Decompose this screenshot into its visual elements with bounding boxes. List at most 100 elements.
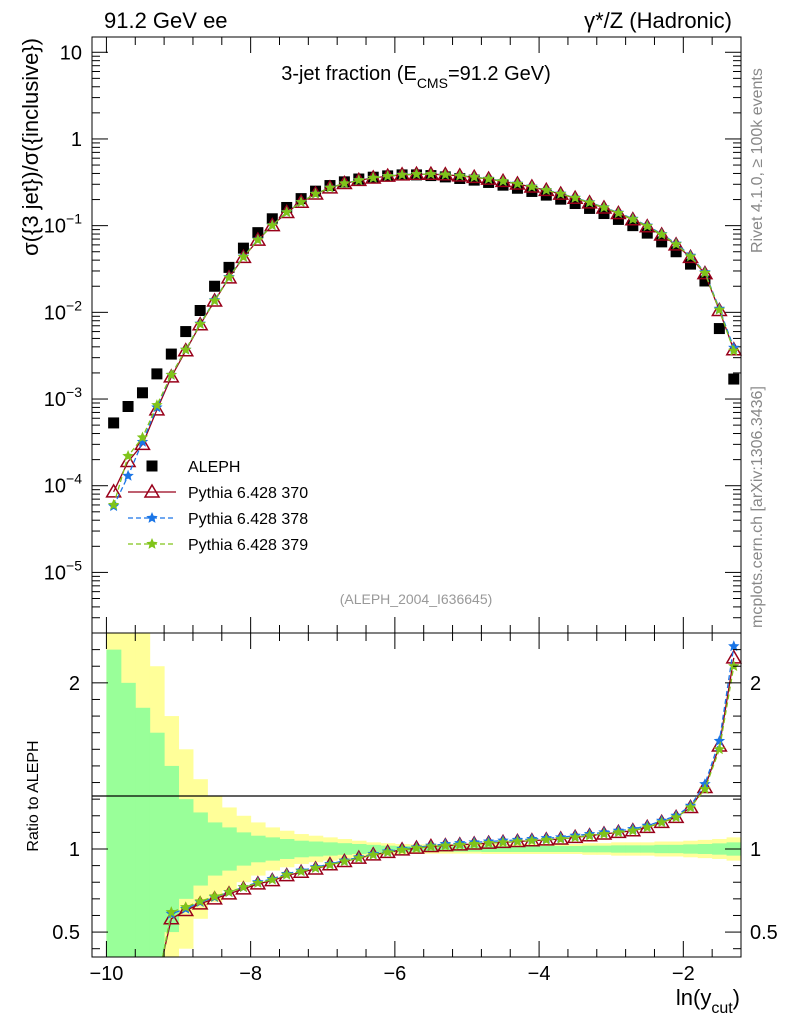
data-point-p379 [583, 196, 596, 208]
data-point-p370 [119, 453, 137, 468]
legend-item-p378: Pythia 6.428 378 [128, 511, 308, 528]
band-green [567, 846, 583, 852]
ratio-y-axis-label: Ratio to ALEPH [25, 740, 42, 851]
x-tick-label: −6 [383, 963, 406, 985]
ratio-point-p379 [439, 839, 452, 851]
ratio-point-p379 [569, 831, 581, 843]
band-green [351, 844, 367, 854]
data-point-p379 [165, 368, 177, 380]
data-point-p379 [612, 207, 625, 218]
ratio-point-p379 [266, 873, 278, 885]
ratio-point-p379 [555, 833, 567, 844]
ratio-point-p370 [696, 779, 714, 794]
data-point-p379 [252, 233, 264, 245]
data-point-aleph [670, 246, 682, 258]
data-point-aleph [180, 326, 192, 338]
data-point-p379 [598, 201, 610, 213]
ratio-y-tick-label-right: 2 [750, 673, 761, 695]
band-green [106, 649, 122, 957]
band-green [207, 822, 223, 876]
data-point-p379 [151, 399, 163, 410]
legend-label: Pythia 6.428 379 [188, 537, 308, 554]
data-point-aleph [209, 280, 221, 292]
chart-title: 3-jet fraction (ECMS=91.2 GeV) [281, 63, 551, 91]
ratio-point-p379 [309, 862, 322, 873]
band-green [596, 845, 612, 853]
data-point-p379 [684, 250, 697, 262]
band-green [337, 843, 353, 855]
band-green [164, 765, 180, 933]
band-green [539, 846, 555, 852]
ratio-point-p370 [177, 901, 195, 917]
band-green [495, 846, 511, 852]
data-point-p379 [656, 228, 668, 240]
data-point-p379 [425, 168, 437, 179]
ratio-series-p379 [162, 660, 740, 958]
data-point-p370 [163, 368, 180, 383]
legend-marker [146, 512, 158, 523]
data-point-p370 [134, 435, 151, 451]
ratio-point-p378 [728, 640, 740, 652]
band-green [611, 845, 627, 853]
ratio-point-p370 [220, 885, 238, 900]
x-tick-label: −10 [89, 963, 123, 985]
ratio-line-p379 [162, 666, 735, 958]
data-point-p379 [468, 171, 480, 182]
data-point-p379 [627, 213, 639, 225]
ratio-line-p378 [162, 646, 735, 958]
data-point-p379 [728, 344, 740, 356]
x-tick-label: −8 [239, 963, 262, 985]
main-plot: 10 1 10−1 10−2 10−3 10−4 10−5 3-jet fraction (… [18, 36, 743, 634]
legend-item-p379: Pythia 6.428 379 [128, 537, 308, 554]
data-point-p379 [266, 219, 278, 231]
band-green [322, 842, 338, 856]
x-tick-label: −2 [672, 963, 695, 985]
data-point-p378 [122, 469, 134, 481]
ratio-point-p379 [497, 836, 509, 848]
ratio-point-p379 [612, 826, 625, 838]
data-point-p379 [208, 294, 221, 306]
ratio-uncertainty-bands [106, 633, 742, 957]
band-green [221, 827, 237, 871]
legend-marker [146, 538, 158, 549]
data-point-p379 [569, 192, 581, 203]
data-point-p379 [396, 168, 408, 180]
ratio-plot: 0.5 0.5 1 1 2 2 −10 −8 −6 −4 −2 Ratio to ALEPH ln(… [25, 632, 778, 1017]
ratio-point-p379 [208, 890, 221, 902]
ratio-point-p379 [699, 783, 711, 794]
ratio-point-p379 [165, 906, 177, 917]
band-green [135, 707, 151, 957]
ratio-point-p379 [194, 895, 206, 907]
ratio-point-p379 [526, 834, 538, 846]
data-point-aleph [685, 258, 697, 270]
ratio-point-p379 [656, 816, 668, 828]
data-point-p379 [713, 303, 726, 315]
ratio-plot-frame [91, 632, 742, 958]
ratio-y-tick-label: 0.5 [52, 922, 80, 944]
ratio-point-p379 [482, 837, 495, 848]
main-y-tick-label: 10−5 [44, 557, 82, 584]
ratio-point-p379 [223, 886, 235, 898]
data-point-p379 [353, 174, 365, 186]
data-point-p379 [367, 171, 379, 183]
data-point-p379 [180, 343, 192, 355]
band-green [640, 845, 655, 853]
legend: ALEPH Pythia 6.428 370 Pythia 6.428 378 Pyt… [128, 459, 308, 554]
ratio-point-p379 [468, 838, 480, 849]
ratio-point-p379 [410, 842, 423, 853]
data-point-aleph [237, 242, 249, 254]
data-point-aleph [627, 220, 639, 232]
legend-marker [146, 460, 158, 472]
data-point-aleph [194, 304, 206, 316]
band-green [697, 844, 713, 854]
data-point-aleph [497, 179, 509, 191]
ratio-point-p379 [281, 868, 293, 880]
data-point-p379 [482, 173, 495, 184]
data-point-p379 [223, 271, 235, 283]
ratio-data-points [162, 640, 743, 958]
data-point-p379 [511, 177, 524, 189]
data-point-p379 [136, 431, 149, 443]
data-point-aleph [136, 387, 148, 399]
legend-label: ALEPH [188, 459, 240, 476]
data-point-p379 [410, 168, 423, 179]
